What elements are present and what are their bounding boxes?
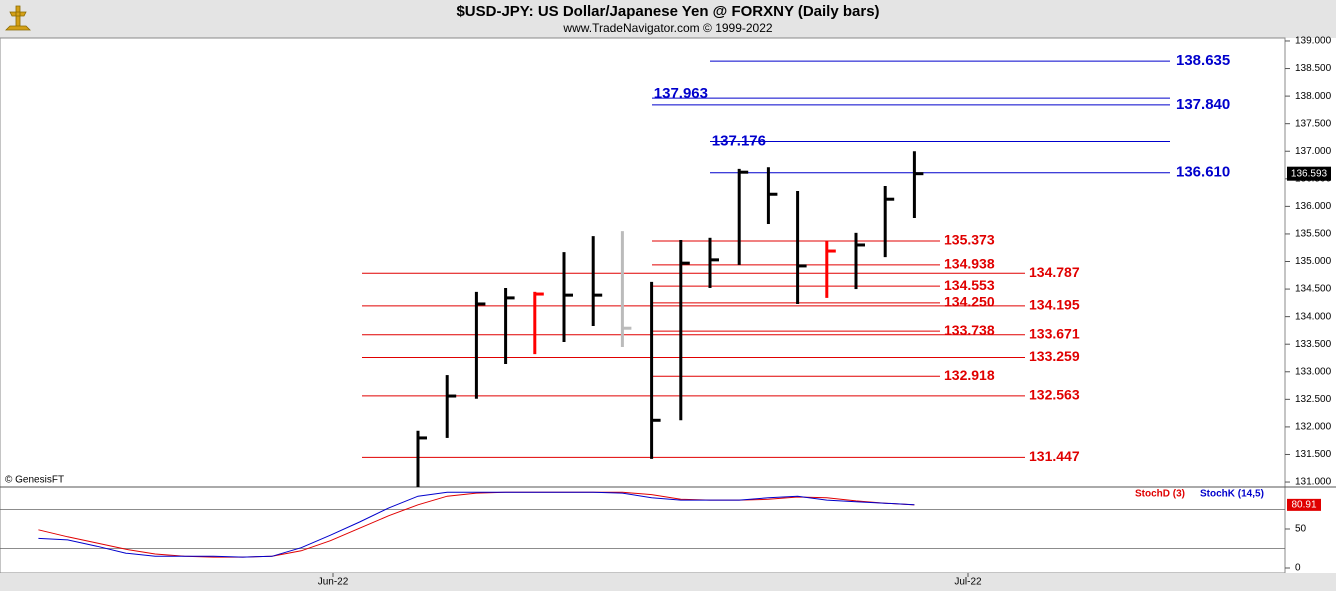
title-bar bbox=[0, 0, 1336, 38]
level-label: 136.610 bbox=[1176, 164, 1230, 181]
x-axis-bar bbox=[0, 573, 1336, 591]
y-tick-label: 134.000 bbox=[1295, 311, 1332, 322]
legend-entry: StochD (3) bbox=[1135, 489, 1185, 500]
level-label: 134.553 bbox=[944, 277, 995, 293]
legend-entry: StochK (14,5) bbox=[1200, 489, 1264, 500]
y-tick-label: 135.500 bbox=[1295, 229, 1332, 240]
y-tick-label: 50 bbox=[1295, 524, 1307, 535]
y-tick-label: 131.500 bbox=[1295, 449, 1332, 460]
level-label: 133.259 bbox=[1029, 348, 1080, 364]
y-tick-label: 136.000 bbox=[1295, 201, 1332, 212]
last-value-tag bbox=[1287, 498, 1321, 511]
level-label: 133.671 bbox=[1029, 325, 1080, 341]
x-tick-label: Jul-22 bbox=[954, 577, 982, 588]
level-label: 135.373 bbox=[944, 232, 995, 248]
y-tick-label: 135.000 bbox=[1295, 256, 1332, 267]
level-label: 134.787 bbox=[1029, 264, 1080, 280]
logo bbox=[5, 5, 31, 31]
level-label: 138.635 bbox=[1176, 52, 1230, 69]
y-tick-label: 133.500 bbox=[1295, 339, 1332, 350]
last-price-tag bbox=[1287, 166, 1331, 181]
stoch-line bbox=[38, 491, 915, 558]
level-label: 137.840 bbox=[1176, 96, 1230, 113]
level-label: 134.938 bbox=[944, 256, 995, 272]
y-tick-label: 133.000 bbox=[1295, 366, 1332, 377]
x-tick-label: Jun-22 bbox=[318, 577, 349, 588]
level-label: 134.195 bbox=[1029, 297, 1080, 313]
y-tick-label: 137.000 bbox=[1295, 146, 1332, 157]
last-value-label: 80.91 bbox=[1291, 500, 1316, 511]
level-label: 131.447 bbox=[1029, 448, 1080, 464]
y-tick-label: 132.000 bbox=[1295, 422, 1332, 433]
level-label: 132.918 bbox=[944, 367, 995, 383]
y-tick-label: 138.000 bbox=[1295, 91, 1332, 102]
chart-title: $USD-JPY: US Dollar/Japanese Yen @ FORXN… bbox=[456, 3, 879, 20]
level-label: 132.563 bbox=[1029, 387, 1080, 403]
y-tick-label: 138.500 bbox=[1295, 63, 1332, 74]
level-label: 137.176 bbox=[712, 133, 766, 150]
y-tick-label: 132.500 bbox=[1295, 394, 1332, 405]
chart-subtitle: www.TradeNavigator.com © 1999-2022 bbox=[562, 21, 772, 35]
y-tick-label: 0 bbox=[1295, 563, 1301, 574]
level-label: 134.250 bbox=[944, 294, 995, 310]
y-tick-label: 139.000 bbox=[1295, 36, 1332, 47]
level-label: 137.963 bbox=[654, 85, 708, 102]
level-label: 133.738 bbox=[944, 322, 995, 338]
last-price-label: 136.593 bbox=[1291, 168, 1328, 179]
watermark: © GenesisFT bbox=[5, 475, 64, 486]
y-tick-label: 131.000 bbox=[1295, 477, 1332, 488]
y-tick-label: 134.500 bbox=[1295, 284, 1332, 295]
y-tick-label: 137.500 bbox=[1295, 118, 1332, 129]
